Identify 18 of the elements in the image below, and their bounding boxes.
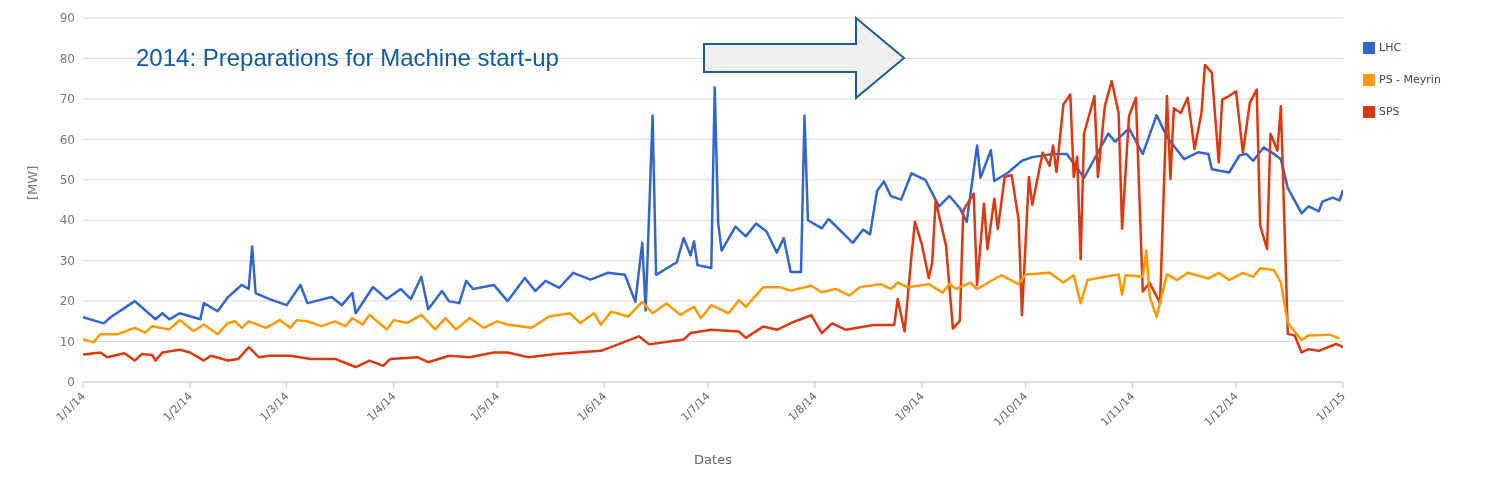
y-tick-label: 50 bbox=[59, 173, 75, 188]
y-tick-label: 60 bbox=[59, 132, 75, 147]
y-tick-label: 70 bbox=[59, 92, 75, 107]
y-tick-label: 20 bbox=[59, 294, 75, 309]
y-tick-label: 40 bbox=[59, 213, 75, 228]
y-tick-label: 10 bbox=[59, 334, 75, 349]
legend-label: LHC bbox=[1379, 41, 1402, 54]
line-series bbox=[83, 86, 1343, 325]
legend-label: PS - Meyrin bbox=[1379, 73, 1441, 86]
line-series bbox=[83, 249, 1341, 344]
y-axis-title: [MW] bbox=[24, 165, 40, 200]
x-axis-title: Dates bbox=[694, 452, 733, 467]
legend-label: SPS bbox=[1379, 105, 1400, 118]
y-tick-label: 30 bbox=[59, 253, 75, 268]
annotation: 2014: Preparations for Machine start-up bbox=[136, 44, 559, 72]
y-tick-label: 0 bbox=[67, 375, 75, 390]
y-tick-label: 80 bbox=[59, 51, 75, 66]
y-tick-label: 90 bbox=[59, 11, 75, 26]
